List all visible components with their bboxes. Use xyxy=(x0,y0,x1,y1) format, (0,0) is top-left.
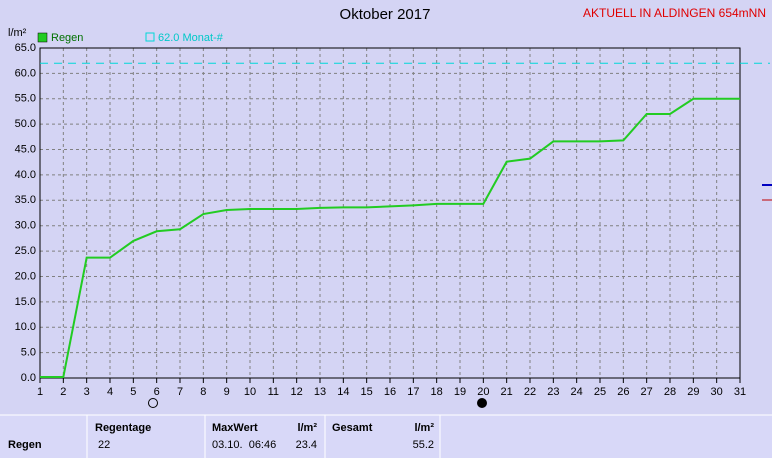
x-tick-label: 28 xyxy=(664,386,676,398)
x-tick-label: 19 xyxy=(454,386,466,398)
x-tick-label: 26 xyxy=(617,386,629,398)
x-tick-label: 7 xyxy=(177,386,183,398)
table-bg xyxy=(0,415,772,458)
x-tick-label: 23 xyxy=(547,386,559,398)
x-tick-label: 16 xyxy=(384,386,396,398)
moon-icon xyxy=(477,398,487,408)
row-label: Regen xyxy=(8,439,42,451)
y-tick-label: 25.0 xyxy=(15,245,36,257)
value: 22 xyxy=(98,439,110,451)
y-tick-label: 30.0 xyxy=(15,220,36,232)
header: Regentage xyxy=(95,422,151,434)
header: l/m² xyxy=(297,422,317,434)
header: l/m² xyxy=(414,422,434,434)
x-tick-label: 10 xyxy=(244,386,256,398)
x-tick-label: 17 xyxy=(407,386,419,398)
y-tick-label: 50.0 xyxy=(15,118,36,130)
x-tick-label: 6 xyxy=(154,386,160,398)
station-label: AKTUELL IN ALDINGEN 654mNN xyxy=(583,6,766,20)
header: Gesamt xyxy=(332,422,373,434)
moon-icon xyxy=(148,398,158,408)
x-tick-label: 12 xyxy=(291,386,303,398)
y-tick-label: 10.0 xyxy=(15,321,36,333)
x-tick-label: 9 xyxy=(224,386,230,398)
y-tick-label: 45.0 xyxy=(15,143,36,155)
x-tick-label: 2 xyxy=(60,386,66,398)
y-tick-label: 40.0 xyxy=(15,169,36,181)
x-tick-label: 27 xyxy=(641,386,653,398)
x-tick-label: 21 xyxy=(501,386,513,398)
value: 55.2 xyxy=(413,439,434,451)
plot-frame xyxy=(39,47,741,379)
value: 03.10. 06:46 xyxy=(212,439,276,451)
reference-swatch xyxy=(145,32,155,42)
x-tick-label: 22 xyxy=(524,386,536,398)
x-tick-label: 5 xyxy=(130,386,136,398)
value: 23.4 xyxy=(296,439,317,451)
y-tick-label: 0.0 xyxy=(21,372,36,384)
x-tick-label: 30 xyxy=(711,386,723,398)
y-tick-label: 55.0 xyxy=(15,93,36,105)
y-tick-label: 20.0 xyxy=(15,270,36,282)
header: MaxWert xyxy=(212,422,258,434)
x-tick-label: 3 xyxy=(84,386,90,398)
x-tick-label: 14 xyxy=(337,386,349,398)
x-tick-label: 4 xyxy=(107,386,113,398)
y-tick-label: 15.0 xyxy=(15,296,36,308)
x-tick-label: 8 xyxy=(200,386,206,398)
x-tick-label: 11 xyxy=(268,386,279,398)
x-tick-label: 20 xyxy=(477,386,489,398)
y-tick-label: 65.0 xyxy=(15,42,36,54)
x-tick-label: 25 xyxy=(594,386,606,398)
reference-label: 62.0 Monat-# xyxy=(158,32,224,44)
x-tick-label: 13 xyxy=(314,386,326,398)
y-tick-label: 5.0 xyxy=(21,347,36,359)
x-tick-label: 31 xyxy=(734,386,746,398)
x-tick-label: 1 xyxy=(37,386,43,398)
y-unit: l/m² xyxy=(8,27,27,39)
x-tick-label: 24 xyxy=(571,386,583,398)
chart-title: Oktober 2017 xyxy=(340,6,431,23)
y-tick-label: 60.0 xyxy=(15,67,36,79)
stats-table: Regen Regentage 22 MaxWert 03.10. 06:46 … xyxy=(0,414,772,458)
x-tick-label: 15 xyxy=(361,386,373,398)
legend-swatch xyxy=(37,32,48,43)
legend-label: Regen xyxy=(51,32,83,44)
data-line xyxy=(40,97,740,378)
x-tick-label: 29 xyxy=(687,386,699,398)
y-tick-label: 35.0 xyxy=(15,194,36,206)
x-tick-label: 18 xyxy=(431,386,443,398)
